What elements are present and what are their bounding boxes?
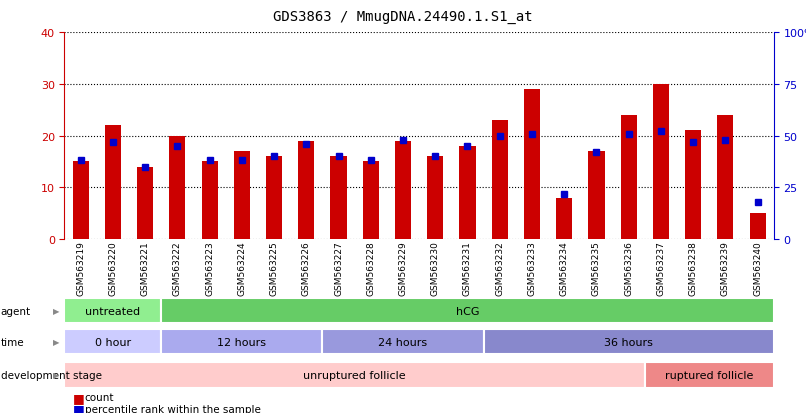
Text: GSM563231: GSM563231	[463, 241, 472, 295]
Bar	[169, 136, 185, 240]
Text: ■: ■	[73, 402, 85, 413]
Text: agent: agent	[1, 306, 31, 316]
Text: 36 hours: 36 hours	[604, 337, 653, 347]
Bar	[330, 157, 347, 240]
Text: GSM563234: GSM563234	[559, 241, 569, 295]
Text: GSM563221: GSM563221	[140, 241, 150, 295]
Text: unruptured follicle: unruptured follicle	[303, 370, 406, 380]
Text: GSM563240: GSM563240	[753, 241, 762, 295]
Text: ruptured follicle: ruptured follicle	[665, 370, 754, 380]
Bar	[395, 141, 411, 240]
Text: GSM563230: GSM563230	[430, 241, 440, 295]
Text: GSM563224: GSM563224	[237, 241, 247, 295]
Bar	[64, 329, 161, 355]
Text: GSM563220: GSM563220	[108, 241, 118, 295]
Text: GSM563227: GSM563227	[334, 241, 343, 295]
Text: percentile rank within the sample: percentile rank within the sample	[85, 404, 260, 413]
Bar	[234, 152, 250, 240]
Bar	[685, 131, 701, 240]
Bar	[653, 85, 669, 240]
Text: ▶: ▶	[53, 306, 60, 316]
Text: GSM563226: GSM563226	[301, 241, 311, 295]
Bar	[266, 157, 282, 240]
Bar	[459, 147, 476, 240]
Bar	[484, 329, 774, 355]
Text: GSM563223: GSM563223	[205, 241, 214, 295]
Text: ▶: ▶	[53, 370, 60, 380]
Text: GDS3863 / MmugDNA.24490.1.S1_at: GDS3863 / MmugDNA.24490.1.S1_at	[273, 10, 533, 24]
Text: untreated: untreated	[85, 306, 140, 316]
Text: 12 hours: 12 hours	[218, 337, 266, 347]
Text: GSM563229: GSM563229	[398, 241, 408, 295]
Bar	[161, 298, 774, 324]
Text: GSM563235: GSM563235	[592, 241, 601, 295]
Bar	[717, 116, 733, 240]
Text: GSM563232: GSM563232	[495, 241, 505, 295]
Text: 24 hours: 24 hours	[379, 337, 427, 347]
Bar	[161, 329, 322, 355]
Text: ■: ■	[73, 391, 85, 404]
Bar	[363, 162, 379, 240]
Text: GSM563238: GSM563238	[688, 241, 698, 295]
Bar	[137, 167, 153, 240]
Text: GSM563219: GSM563219	[76, 241, 85, 295]
Text: GSM563222: GSM563222	[172, 241, 182, 295]
Text: GSM563225: GSM563225	[269, 241, 279, 295]
Bar	[524, 90, 540, 240]
Text: GSM563236: GSM563236	[624, 241, 634, 295]
Bar	[588, 152, 604, 240]
Text: development stage: development stage	[1, 370, 102, 380]
Text: time: time	[1, 337, 24, 347]
Bar	[105, 126, 121, 240]
Bar	[202, 162, 218, 240]
Bar	[556, 198, 572, 240]
Bar	[298, 141, 314, 240]
Bar	[750, 214, 766, 240]
Bar	[73, 162, 89, 240]
Text: count: count	[85, 392, 114, 402]
Text: GSM563233: GSM563233	[527, 241, 537, 295]
Text: GSM563237: GSM563237	[656, 241, 666, 295]
Text: ▶: ▶	[53, 337, 60, 347]
Bar	[427, 157, 443, 240]
Text: GSM563228: GSM563228	[366, 241, 376, 295]
Text: GSM563239: GSM563239	[721, 241, 730, 295]
Text: hCG: hCG	[455, 306, 480, 316]
Bar	[322, 329, 484, 355]
Text: 0 hour: 0 hour	[95, 337, 131, 347]
Bar	[645, 362, 774, 388]
Bar	[492, 121, 508, 240]
Bar	[64, 362, 645, 388]
Bar	[621, 116, 637, 240]
Bar	[64, 298, 161, 324]
